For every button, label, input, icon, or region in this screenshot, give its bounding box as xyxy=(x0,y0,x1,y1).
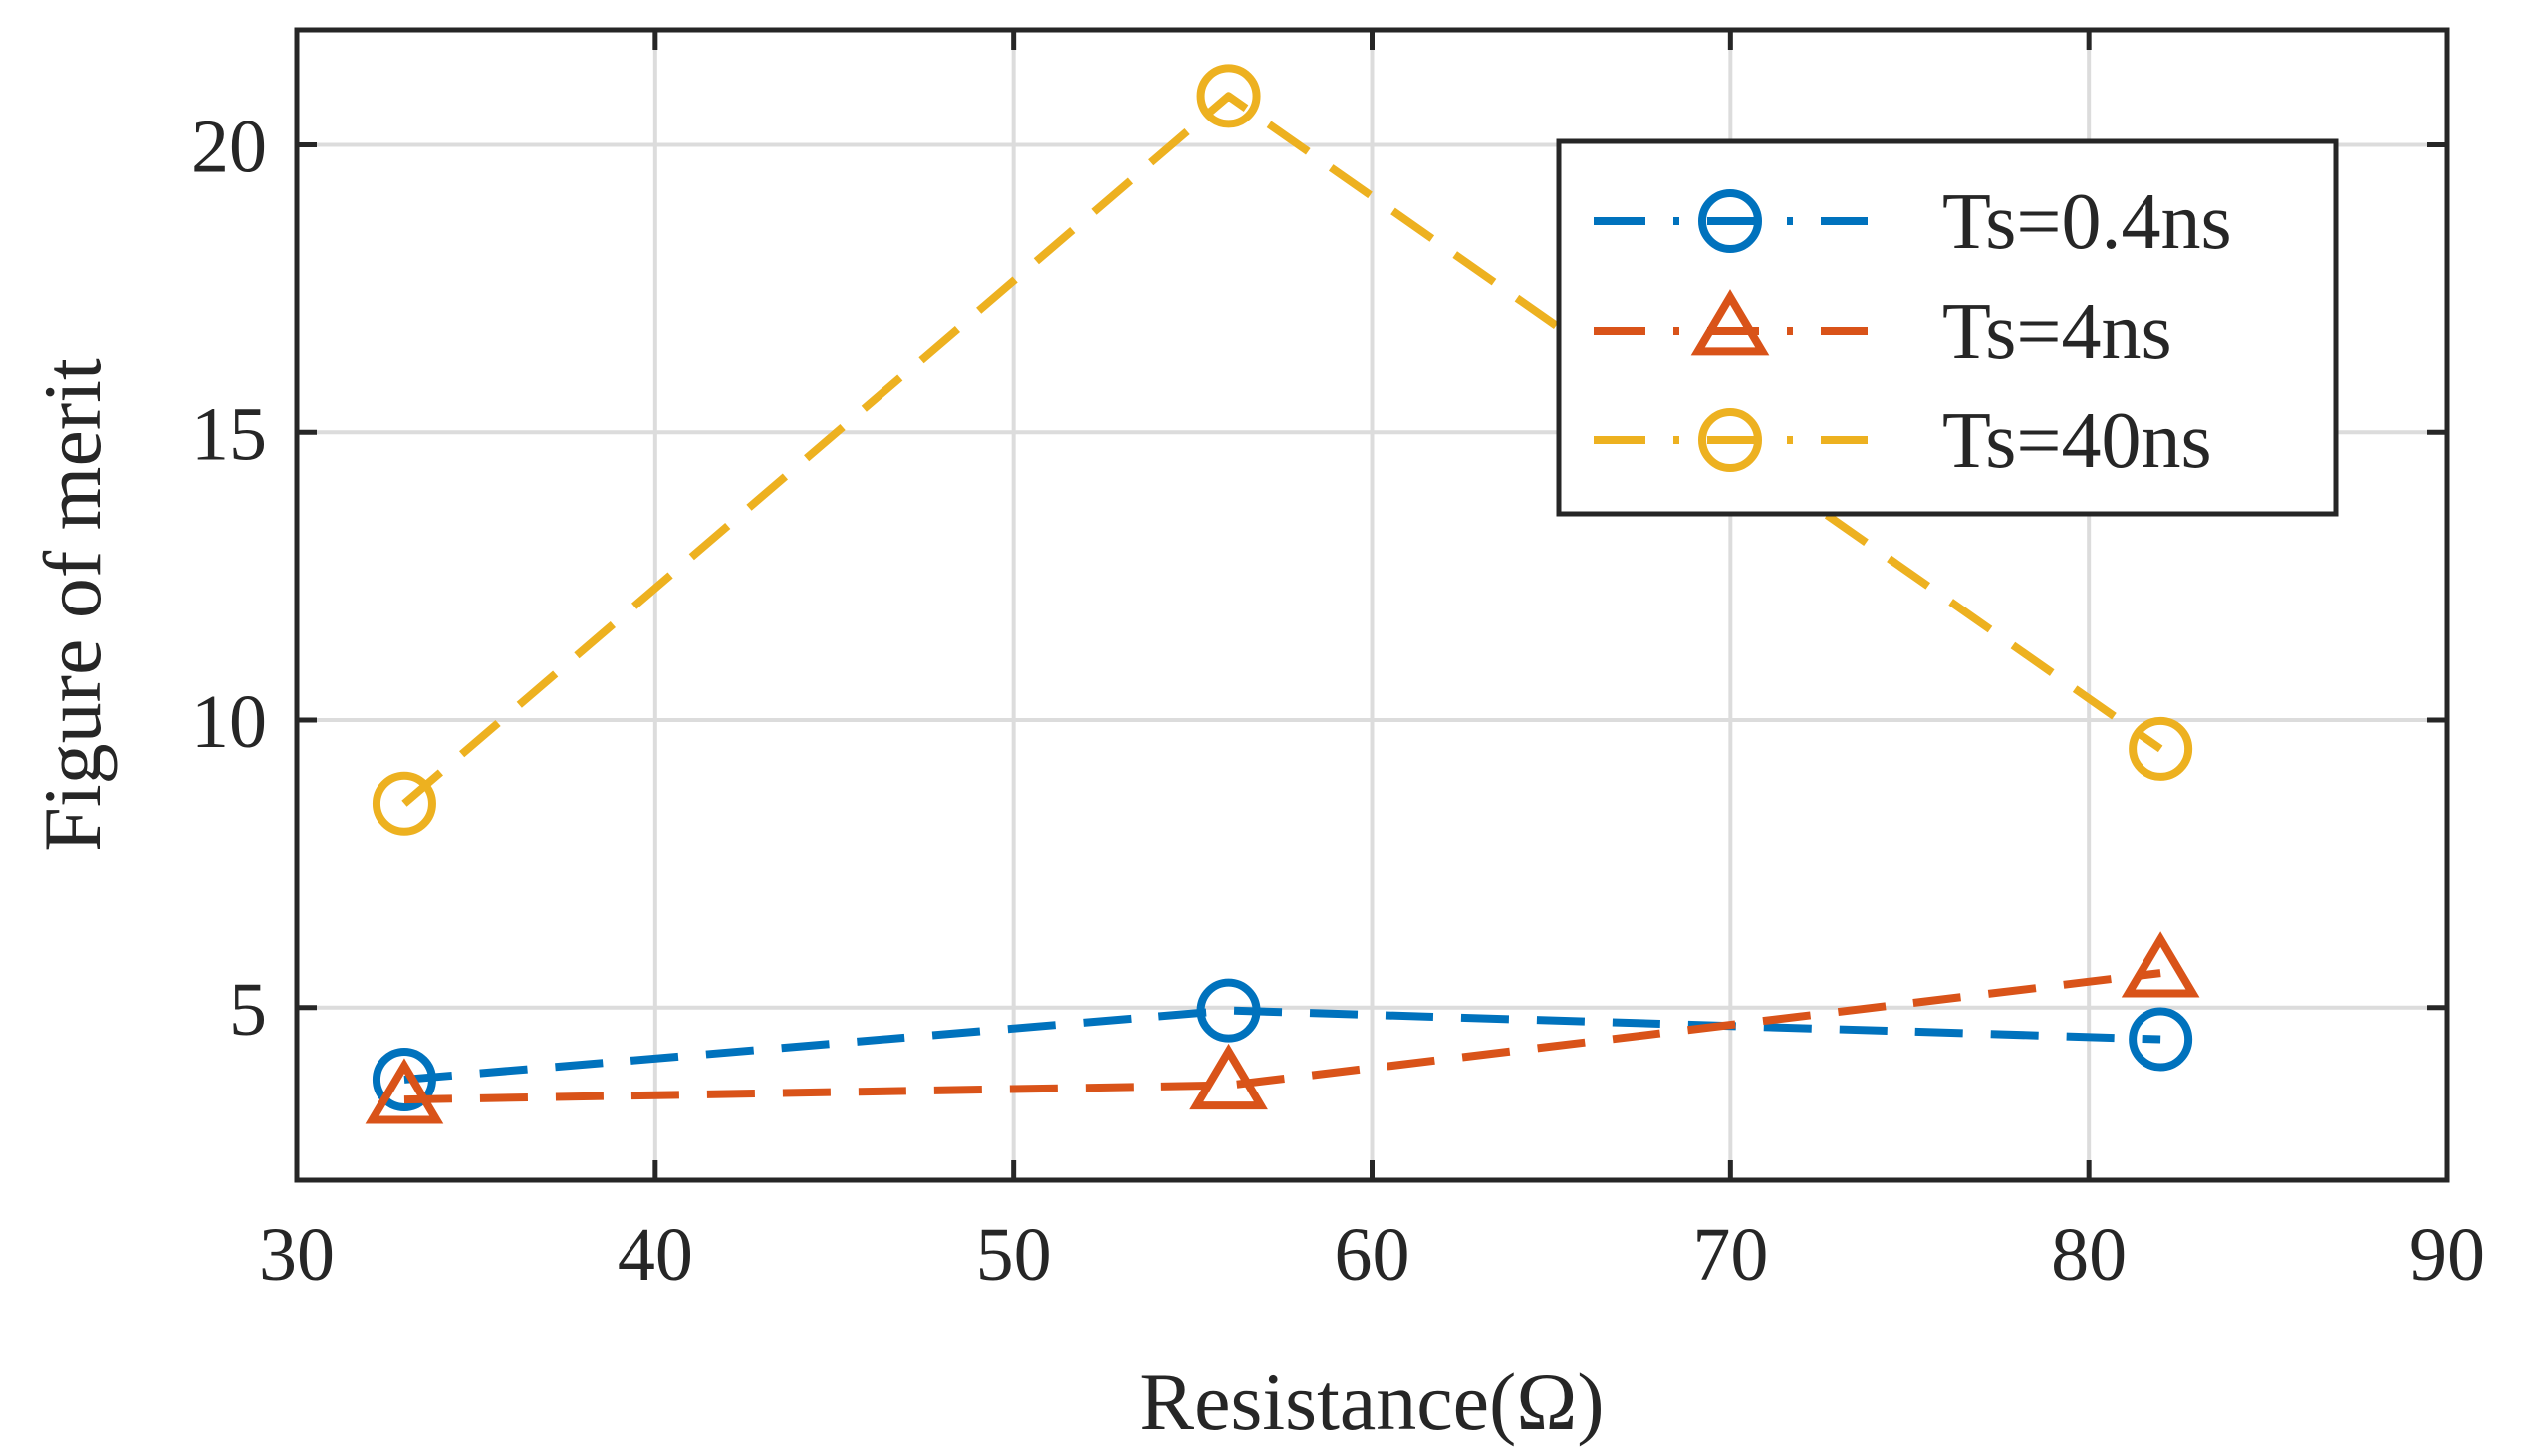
circle-data-point xyxy=(1196,64,1261,128)
legend-entry: Ts=40ns xyxy=(1594,397,2212,485)
circle-data-point xyxy=(372,771,436,836)
legend: Ts=0.4ns Ts=4ns Ts=40ns xyxy=(1556,138,2339,517)
series-Ts=4ns xyxy=(365,931,2200,1124)
legend-entry: Ts=4ns xyxy=(1594,288,2172,375)
circle-data-point xyxy=(2129,716,2193,781)
series-line xyxy=(403,969,2161,1104)
legend-box xyxy=(1556,138,2339,517)
y-tick-label: 15 xyxy=(191,392,267,476)
series-line xyxy=(401,92,2163,807)
legend-marker-icon xyxy=(1698,408,1762,472)
x-tick-label: 40 xyxy=(618,1213,693,1297)
y-tick-label: 5 xyxy=(229,968,267,1052)
legend-label: Ts=4ns xyxy=(1942,288,2172,375)
legend-entry: Ts=0.4ns xyxy=(1594,178,2232,266)
plot-series xyxy=(365,64,2200,1124)
y-tick-label: 20 xyxy=(191,106,267,189)
circle-data-point xyxy=(2129,1007,2193,1072)
x-tick-label: 60 xyxy=(1335,1213,1410,1297)
x-tick-label: 90 xyxy=(2409,1213,2485,1297)
x-tick-label: 30 xyxy=(259,1213,335,1297)
triangle-data-point xyxy=(1189,1043,1268,1110)
y-axis-label: Figure of merit xyxy=(27,358,118,852)
x-tick-label: 50 xyxy=(976,1213,1052,1297)
triangle-data-point xyxy=(365,1058,444,1124)
x-tick-label: 80 xyxy=(2051,1213,2127,1297)
legend-marker-icon xyxy=(1698,189,1762,253)
axes: 30 40 50 60 70 80 90 5 10 15 20 xyxy=(191,27,2485,1297)
x-axis-label: Resistance(Ω) xyxy=(1139,1356,1604,1447)
legend-label: Ts=0.4ns xyxy=(1942,178,2232,266)
legend-marker-icon xyxy=(1690,289,1770,356)
circle-data-point xyxy=(372,1047,436,1111)
series-Ts=40ns xyxy=(372,64,2193,836)
triangle-data-point xyxy=(2121,931,2200,998)
x-tick-label: 70 xyxy=(1692,1213,1768,1297)
legend-label: Ts=40ns xyxy=(1942,397,2212,485)
series-line xyxy=(403,1006,2161,1084)
circle-data-point xyxy=(1196,978,1261,1043)
y-tick-label: 10 xyxy=(191,680,267,764)
series-Ts=0.4ns xyxy=(372,978,2193,1111)
